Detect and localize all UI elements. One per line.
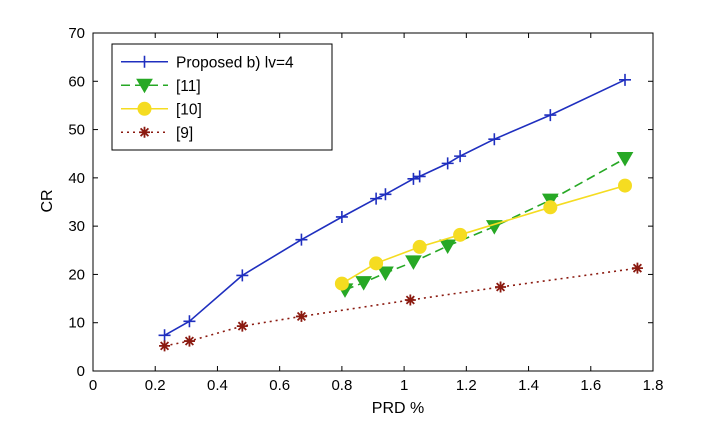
data-point [543,200,558,215]
data-point [453,227,468,242]
data-point [439,239,457,254]
data-point [405,255,422,270]
series-3 [334,178,632,291]
series-4 [159,262,643,352]
y-axis-label: CR [39,189,56,212]
data-point [407,172,420,185]
series-2 [336,152,634,298]
y-tick-label: 50 [68,122,85,139]
legend-marker [139,126,150,138]
legend-entry-4: [9] [121,125,193,142]
x-tick-label: 0.4 [207,377,228,394]
data-point [404,294,416,306]
series-line [344,157,626,291]
data-point [454,150,467,163]
data-point [544,109,557,122]
data-point [369,256,384,271]
data-point [379,188,392,201]
data-point [159,340,171,352]
data-point [335,210,348,223]
data-point [616,152,634,167]
data-point [631,262,643,274]
y-tick-label: 40 [68,170,85,187]
x-tick-label: 0.6 [269,377,290,394]
legend-entry-2: [11] [121,78,201,95]
data-point [377,266,394,281]
data-point [158,329,171,342]
legend-entry-3: [10] [121,101,202,118]
data-point [618,178,632,193]
data-point [412,239,427,254]
y-tick-label: 0 [77,363,85,380]
x-tick-label: 1 [400,377,408,394]
legend-label: [9] [176,125,193,142]
legend-label: [10] [176,101,202,118]
data-point [495,281,507,293]
legend-marker [138,55,151,68]
legend: Proposed b) lv=4 [11] [10] [9] [111,43,333,151]
data-point [488,133,501,146]
y-tick-label: 30 [68,218,85,235]
series-1 [158,73,631,342]
legend-label: Proposed b) lv=4 [176,54,294,71]
axes: 0 0.2 0.4 0.6 0.8 1 1.2 1.4 1.6 1.8 0 10 20 30 40 50 60 7… [68,25,663,394]
x-tick-label: 1.8 [643,377,664,394]
y-tick-label: 20 [68,266,85,283]
y-tick-label: 70 [68,25,85,42]
x-tick-label: 0.2 [145,377,166,394]
x-tick-label: 1.6 [580,377,601,394]
data-point [334,276,349,291]
plot-frame [92,32,654,372]
legend-marker [137,101,152,116]
data-point [183,335,195,347]
data-point [236,269,249,282]
data-point [236,320,248,332]
data-point [413,170,426,183]
x-tick-label: 1.4 [518,377,539,394]
series-line [164,79,626,336]
legend-marker [136,78,153,94]
data-point [355,276,373,291]
series-group [158,73,643,352]
data-point [370,192,383,205]
legend-entry-1: Proposed b) lv=4 [121,54,294,71]
data-point [183,315,196,328]
y-tick-label: 60 [68,73,85,90]
data-point [441,157,454,170]
x-axis-label: PRD % [372,400,424,417]
data-point [619,73,631,86]
x-tick-label: 0 [89,377,97,394]
data-point [295,310,307,322]
legend-label: [11] [176,78,201,95]
x-tick-label: 1.2 [456,377,477,394]
data-point [295,233,308,246]
x-tick-label: 0.8 [331,377,352,394]
y-tick-label: 10 [68,315,85,332]
